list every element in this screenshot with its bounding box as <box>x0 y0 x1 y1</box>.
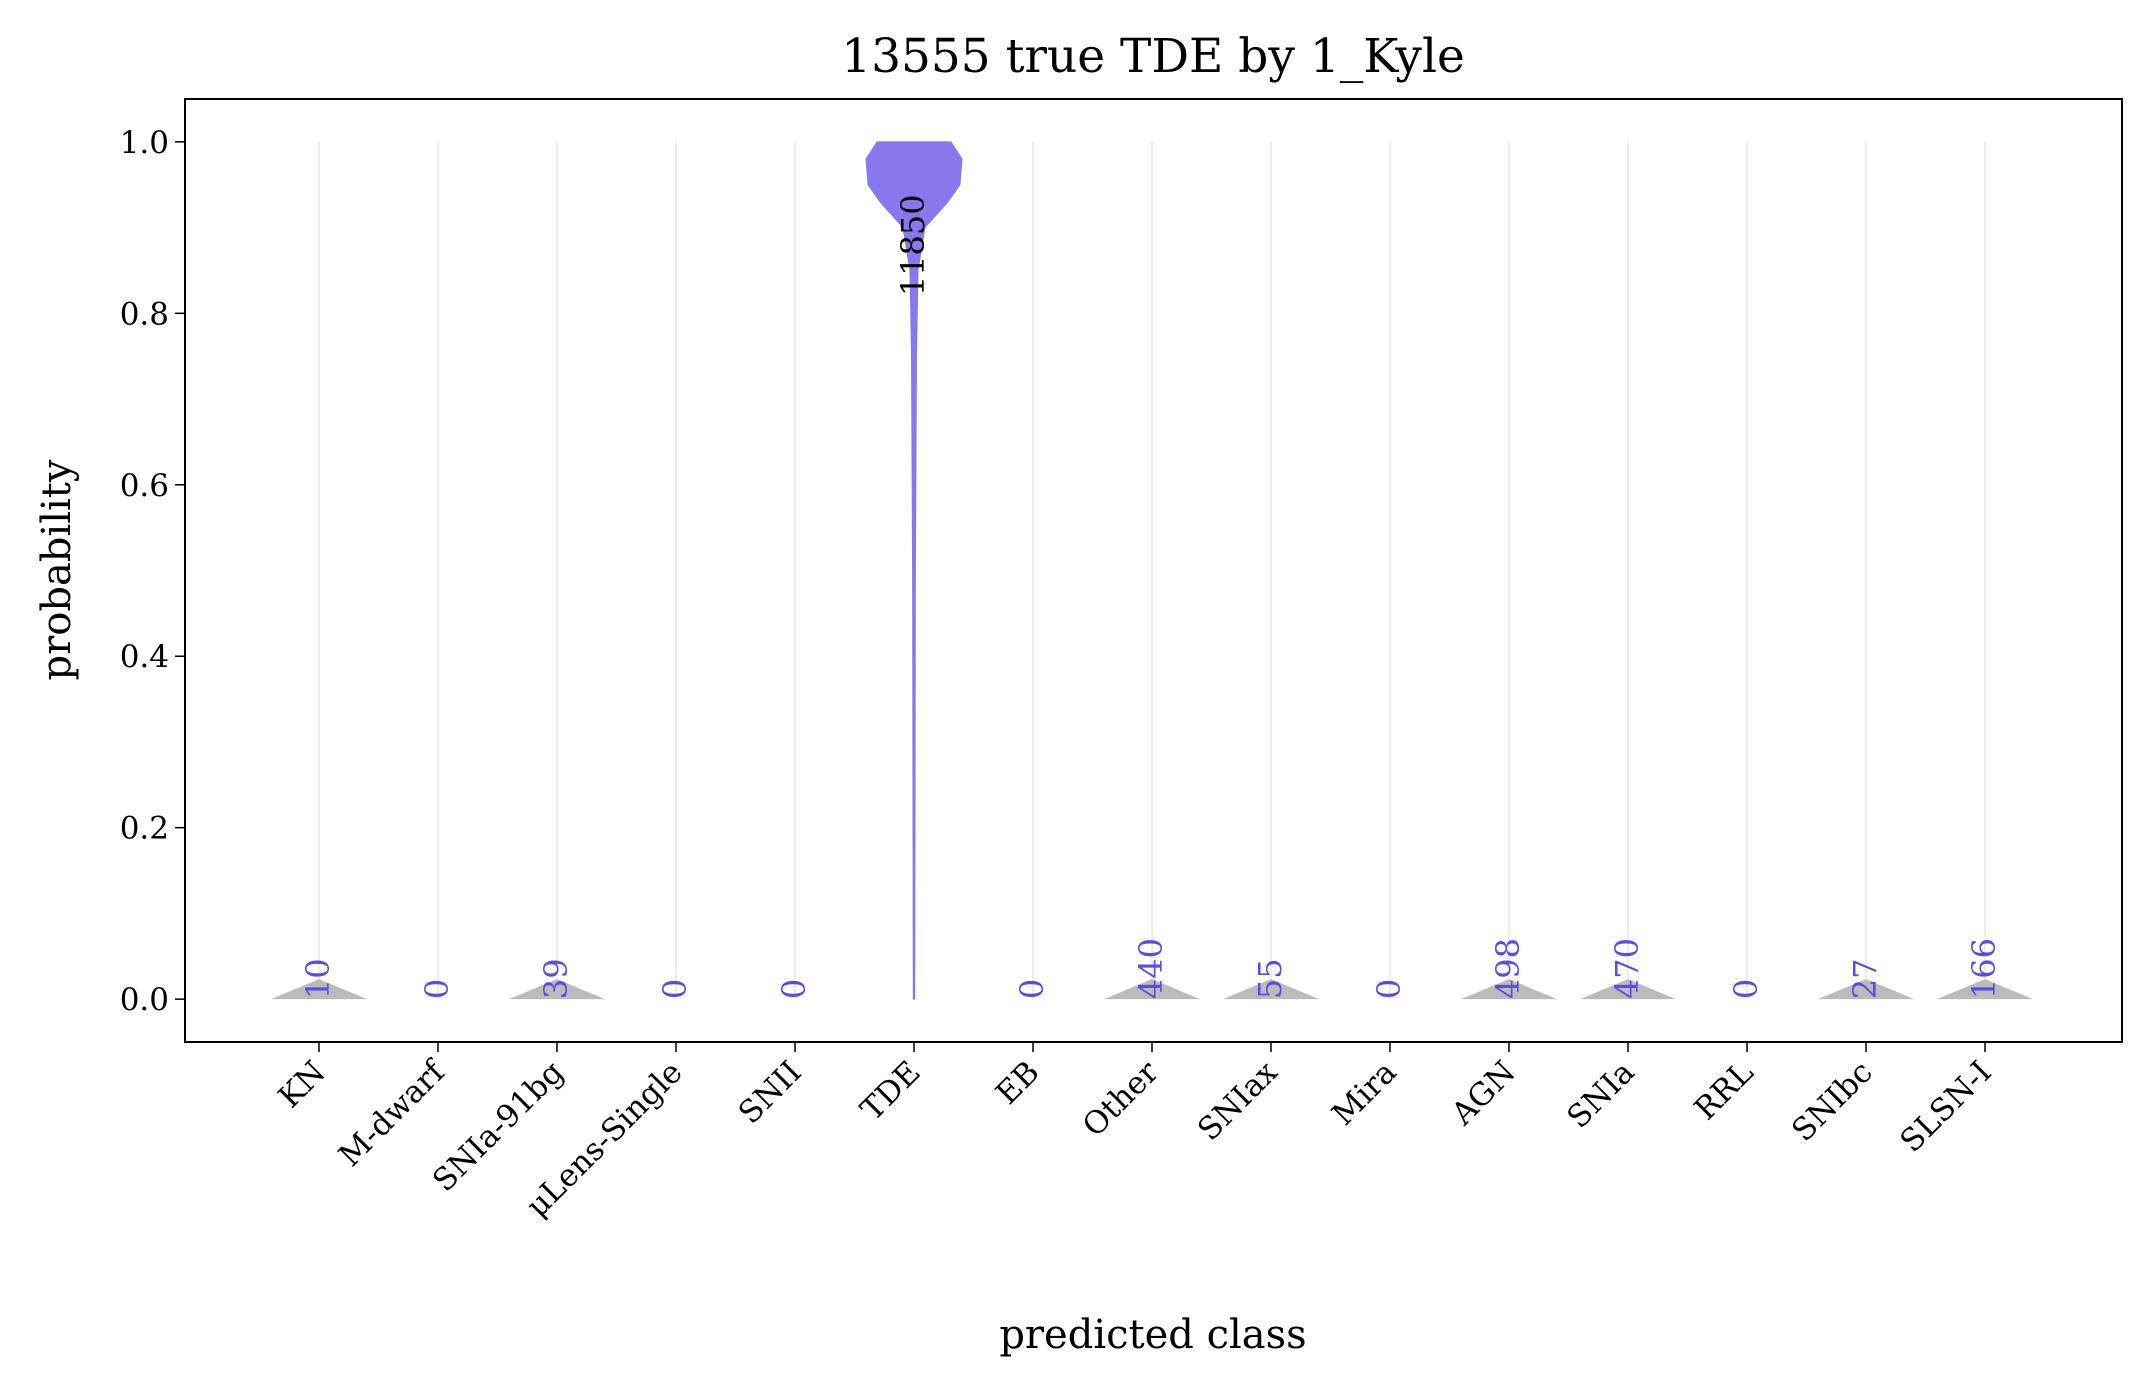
count-label: 27 <box>1846 958 1884 999</box>
count-label: 0 <box>656 979 694 999</box>
y-tick-label: 0.8 <box>120 296 169 332</box>
x-tick-label: Mira <box>1325 1054 1403 1132</box>
violin <box>1818 979 1914 1000</box>
x-axis-label: predicted class <box>999 1312 1306 1358</box>
violin <box>1223 979 1319 1000</box>
count-label: 498 <box>1489 938 1527 999</box>
x-tick-label: SLSN-I <box>1893 1054 1998 1159</box>
y-tick-label: 0.6 <box>120 468 169 504</box>
count-label: 440 <box>1132 938 1170 999</box>
y-tick-label: 0.4 <box>120 639 169 675</box>
count-label: 10 <box>299 958 337 999</box>
count-label: 11850 <box>894 194 932 296</box>
x-tick-label: AGN <box>1444 1054 1523 1133</box>
count-label: 0 <box>418 979 456 999</box>
violin <box>1461 979 1557 1000</box>
x-tick-label: KN <box>272 1054 333 1115</box>
count-label: 166 <box>1965 938 2003 999</box>
y-axis-label: probability <box>34 459 80 680</box>
x-tick-label: RRL <box>1688 1054 1761 1127</box>
count-label: 39 <box>537 958 575 999</box>
y-tick-label: 1.0 <box>120 125 169 161</box>
y-tick-label: 0.2 <box>120 811 169 847</box>
count-label: 470 <box>1608 938 1646 999</box>
x-tick-label: Other <box>1076 1054 1166 1144</box>
x-tick-label: TDE <box>854 1054 928 1128</box>
count-label: 0 <box>1370 979 1408 999</box>
violin <box>1937 979 2033 1000</box>
violin <box>1104 979 1200 1000</box>
count-label: 0 <box>1013 979 1051 999</box>
violin <box>1580 979 1676 1000</box>
plot-frame <box>184 98 2123 1043</box>
x-tick-label: EB <box>989 1054 1047 1112</box>
count-label: 0 <box>775 979 813 999</box>
y-tick-label: 0.0 <box>120 982 169 1018</box>
violin <box>271 979 367 1000</box>
count-label: 55 <box>1251 958 1289 999</box>
x-tick-label: SNIax <box>1191 1054 1285 1148</box>
x-tick-label: M-dwarf <box>332 1052 454 1174</box>
x-tick-label: SNIbc <box>1785 1054 1880 1149</box>
x-tick-label: SNIa <box>1560 1054 1641 1135</box>
violin <box>865 141 963 1000</box>
violin <box>509 979 605 1000</box>
chart-title: 13555 true TDE by 1_Kyle <box>841 29 1465 84</box>
count-label: 0 <box>1727 979 1765 999</box>
x-tick-label: SNII <box>732 1054 809 1131</box>
